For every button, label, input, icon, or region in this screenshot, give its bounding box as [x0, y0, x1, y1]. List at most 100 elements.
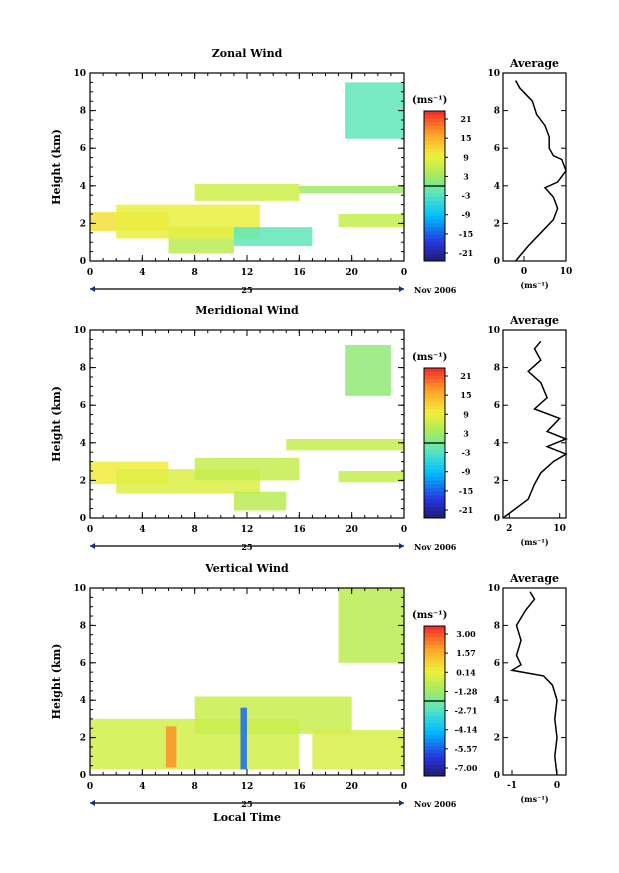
colorbar-segment [424, 227, 445, 232]
average-y-tick-label: 10 [487, 326, 500, 336]
colorbar-segment [424, 156, 445, 161]
x-tick-label: 8 [192, 782, 198, 792]
colorbar-label: 21 [460, 371, 471, 381]
heatmap-cell [338, 588, 404, 663]
y-tick-label: 8 [80, 621, 86, 631]
colorbar-label: 21 [460, 114, 471, 124]
colorbar-segment [424, 193, 445, 198]
colorbar-segment [424, 641, 445, 646]
colorbar-segment [424, 768, 445, 773]
colorbar-segment [424, 491, 445, 496]
average-y-tick-label: 2 [494, 219, 500, 229]
colorbar-segment [424, 159, 445, 164]
colorbar-segment [424, 420, 445, 425]
colorbar-segment [424, 431, 445, 436]
average-x-tick-label: 2 [506, 524, 512, 534]
average-frame [502, 587, 567, 776]
x-tick-label: 0 [401, 268, 407, 278]
y-tick-label: 10 [73, 69, 86, 79]
average-y-tick-label: 4 [494, 182, 500, 192]
colorbar-segment [424, 114, 445, 119]
x-tick-label: 4 [139, 268, 145, 278]
y-tick-label: 0 [80, 257, 86, 267]
average-y-tick-label: 6 [494, 659, 500, 669]
colorbar-segment [424, 368, 445, 373]
colorbar-segment [424, 458, 445, 463]
colorbar-segment [424, 446, 445, 451]
average-y-tick-label: 0 [494, 771, 500, 781]
colorbar-segment [424, 712, 445, 717]
colorbar-label: -4.14 [455, 725, 478, 735]
colorbar-segment [424, 424, 445, 429]
y-tick-label: 0 [80, 771, 86, 781]
average-y-tick-label: 8 [494, 621, 500, 631]
colorbar-segment [424, 663, 445, 668]
colorbar-segment [424, 723, 445, 728]
colorbar-segment [424, 212, 445, 217]
heatmap-cell [338, 471, 404, 483]
heatmap-cell [233, 491, 287, 511]
average-title: Average [509, 314, 559, 327]
colorbar-segment [424, 435, 445, 440]
heatmap-cell [240, 707, 247, 770]
colorbar-segment [424, 461, 445, 466]
colorbar-segment [424, 469, 445, 474]
colorbar-segment [424, 450, 445, 455]
x-tick-label: 0 [87, 782, 93, 792]
colorbar-label: -1.28 [455, 686, 478, 696]
panel-title: Meridional Wind [195, 304, 299, 317]
average-y-tick-label: 2 [494, 734, 500, 744]
date-label: Nov 2006 [414, 542, 457, 552]
heatmap-cell [233, 227, 313, 246]
colorbar-segment [424, 499, 445, 504]
colorbar-segment [424, 465, 445, 470]
colorbar-segment [424, 219, 445, 224]
y-tick-label: 10 [73, 326, 86, 336]
colorbar-label: 15 [460, 390, 471, 400]
date-day: 25 [241, 799, 252, 809]
x-tick-label: 8 [192, 268, 198, 278]
colorbar-label: -21 [459, 248, 473, 258]
date-bar-left-arrow [90, 286, 95, 292]
average-x-tick-label: 0 [554, 781, 560, 791]
panel-title: Zonal Wind [212, 47, 283, 60]
colorbar-segment [424, 652, 445, 657]
colorbar-label: 9 [463, 152, 469, 162]
average-y-tick-label: 10 [487, 69, 500, 79]
colorbar-segment [424, 693, 445, 698]
colorbar-segment [424, 480, 445, 485]
colorbar-segment [424, 216, 445, 221]
average-x-tick-label: -1 [507, 781, 517, 791]
colorbar-label: -5.57 [455, 744, 478, 754]
x-tick-label: 0 [87, 525, 93, 535]
average-y-tick-label: 0 [494, 257, 500, 267]
colorbar-segment [424, 163, 445, 168]
colorbar-segment [424, 764, 445, 769]
average-y-tick-label: 6 [494, 144, 500, 154]
heatmap-cell [194, 457, 300, 481]
average-x-tick-label: 10 [553, 524, 566, 534]
colorbar-segment [424, 439, 445, 444]
colorbar-segment [424, 122, 445, 127]
colorbar-label: -3 [462, 191, 471, 201]
colorbar-label: -15 [459, 486, 473, 496]
average-y-tick-label: 0 [494, 514, 500, 524]
panel-title: Vertical Wind [204, 562, 289, 575]
colorbar-segment [424, 234, 445, 239]
colorbar-segment [424, 141, 445, 146]
average-profile-line [509, 591, 558, 776]
x-tick-label: 12 [241, 525, 254, 535]
colorbar-segment [424, 648, 445, 653]
colorbar-segment [424, 667, 445, 672]
average-x-label: (ms⁻¹) [520, 794, 548, 804]
y-tick-label: 6 [80, 401, 86, 411]
heatmap-cells [90, 82, 404, 254]
y-tick-label: 6 [80, 659, 86, 669]
heatmap-cells [90, 345, 404, 511]
colorbar-label: -21 [459, 505, 473, 515]
colorbar-segment [424, 716, 445, 721]
colorbar-segment [424, 727, 445, 732]
